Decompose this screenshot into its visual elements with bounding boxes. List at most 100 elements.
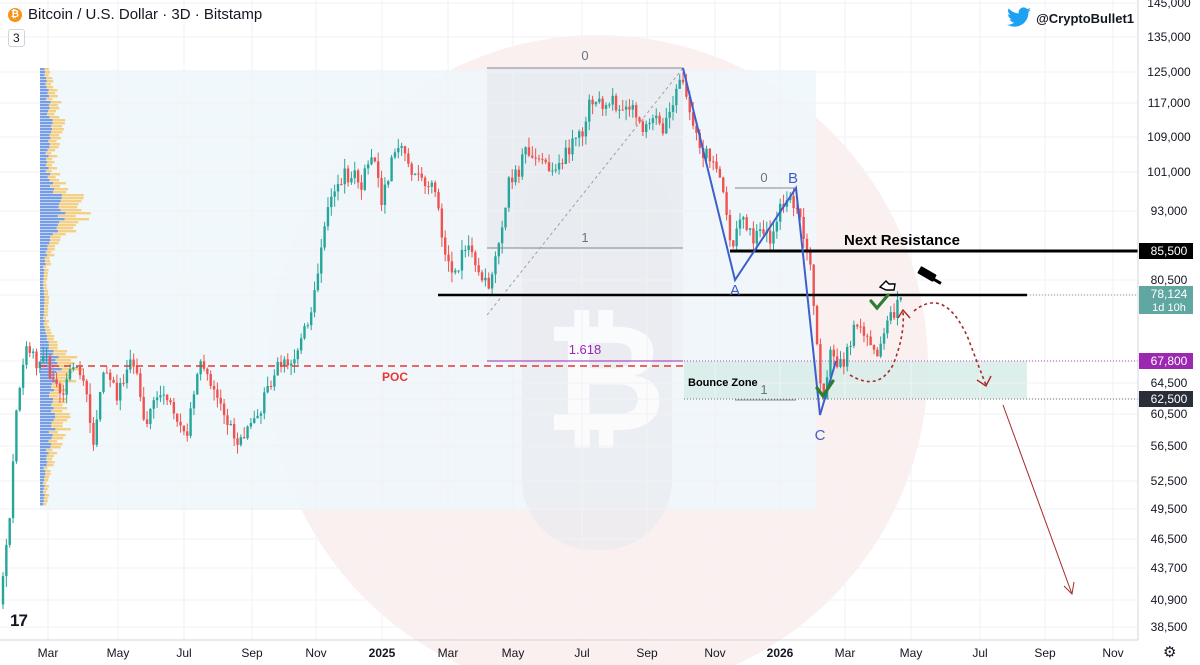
candle-body xyxy=(28,346,31,353)
volume-profile-bar xyxy=(61,197,84,200)
volume-profile-bar xyxy=(40,452,49,455)
volume-profile-bar xyxy=(50,173,61,176)
candle-body xyxy=(504,207,507,228)
volume-profile-bar xyxy=(48,89,58,92)
volume-profile-bar xyxy=(40,488,44,491)
volume-profile-bar xyxy=(65,212,91,215)
candle-body xyxy=(745,217,748,230)
tradingview-logo[interactable]: 17 xyxy=(10,611,28,630)
candle-body xyxy=(263,392,266,414)
twitter-icon xyxy=(1007,7,1032,27)
candle-body xyxy=(655,115,658,119)
volume-profile-bar xyxy=(40,113,48,116)
candle-body xyxy=(326,207,330,227)
candle-body xyxy=(480,272,484,281)
volume-profile-bar xyxy=(44,296,50,299)
volume-profile-bar xyxy=(40,407,54,410)
candle-body xyxy=(266,386,269,393)
volume-profile-bar xyxy=(60,209,82,212)
price-tick-label: 93,000 xyxy=(1151,204,1188,218)
small-fib-label-1: 1 xyxy=(760,382,767,397)
volume-profile-bar xyxy=(44,479,49,482)
candle-body xyxy=(628,106,631,110)
candle-body xyxy=(829,349,832,378)
symbol-header[interactable]: ₿ Bitcoin / U.S. Dollar · 3D · Bitstamp xyxy=(8,6,262,23)
candle-body xyxy=(102,372,105,392)
volume-profile-bar xyxy=(40,149,48,152)
gavel-handle-icon xyxy=(929,276,942,285)
volume-profile-bar xyxy=(58,206,78,209)
candle-body xyxy=(832,349,835,357)
candle-body xyxy=(467,245,470,250)
candle-body xyxy=(661,123,665,134)
volume-profile-bar xyxy=(40,155,49,158)
volume-profile-bar xyxy=(40,200,61,203)
volume-profile-bar xyxy=(43,266,47,269)
drawings-layer: 0 1 1.618 0 1 POC Next Resistance Bounce Zone A B… xyxy=(40,48,1138,596)
candle-body xyxy=(879,343,882,357)
volume-profile-bar xyxy=(40,158,47,161)
volume-profile-bar xyxy=(58,230,77,233)
hand-icon xyxy=(878,280,896,291)
candle-body xyxy=(849,345,852,347)
volume-profile-bar xyxy=(40,458,47,461)
candle-body xyxy=(58,383,62,394)
volume-profile-bar xyxy=(59,203,79,206)
volume-profile-bar xyxy=(40,98,47,101)
volume-profile-bar xyxy=(47,335,55,338)
volume-profile-bar xyxy=(45,164,52,167)
volume-profile-bar xyxy=(50,137,61,140)
volume-profile-bar xyxy=(53,182,67,185)
volume-profile-bar xyxy=(40,140,49,143)
volume-profile-bar xyxy=(49,392,60,395)
candle-body xyxy=(611,95,614,105)
volume-profile-bar xyxy=(48,140,57,143)
volume-profile-bar xyxy=(40,464,47,467)
volume-profile-bar xyxy=(40,164,46,167)
candle-body xyxy=(122,382,125,384)
candle-body xyxy=(708,148,712,162)
volume-profile-bar xyxy=(47,245,56,248)
abc-wave-line xyxy=(682,67,837,416)
candle-body xyxy=(246,426,249,439)
price-tick-label: 40,900 xyxy=(1151,593,1188,607)
candle-body xyxy=(621,109,624,111)
volume-profile-bar xyxy=(40,278,44,281)
volume-profile-bar xyxy=(40,290,44,293)
candle-body xyxy=(219,397,222,404)
volume-profile-bar xyxy=(40,122,53,125)
volume-profile-bar xyxy=(40,227,57,230)
volume-profile-bar xyxy=(40,194,62,197)
volume-profile-bar xyxy=(42,482,46,485)
range-box xyxy=(40,70,816,510)
candle-body xyxy=(735,228,738,247)
candle-body xyxy=(31,351,35,353)
volume-profile-bar xyxy=(40,239,51,242)
candle-body xyxy=(176,413,179,422)
candle-body xyxy=(608,104,611,106)
candle-body xyxy=(437,192,440,209)
candle-body xyxy=(544,159,547,163)
candle-body xyxy=(373,157,377,162)
volume-profile-bar xyxy=(40,131,52,134)
volume-profile-bar xyxy=(53,419,68,422)
candle-body xyxy=(876,349,879,357)
volume-profile-bar xyxy=(40,497,44,500)
candle-body xyxy=(758,229,762,231)
volume-profile-bar xyxy=(45,251,52,254)
candle-body xyxy=(283,359,286,366)
candle-body xyxy=(500,227,504,244)
candle-body xyxy=(206,368,209,375)
candle-body xyxy=(38,361,42,369)
volume-profile-bar xyxy=(40,251,46,254)
volume-profile-bar xyxy=(43,503,47,506)
candle-body xyxy=(85,380,88,395)
interval-badge[interactable]: 3 xyxy=(8,29,25,47)
candle-body xyxy=(460,249,464,271)
candle-body xyxy=(88,394,92,423)
volume-profile-bar xyxy=(40,173,51,176)
gear-icon[interactable]: ⚙ xyxy=(1163,644,1177,661)
volume-profile-bar xyxy=(43,272,48,275)
candle-body xyxy=(403,146,407,154)
